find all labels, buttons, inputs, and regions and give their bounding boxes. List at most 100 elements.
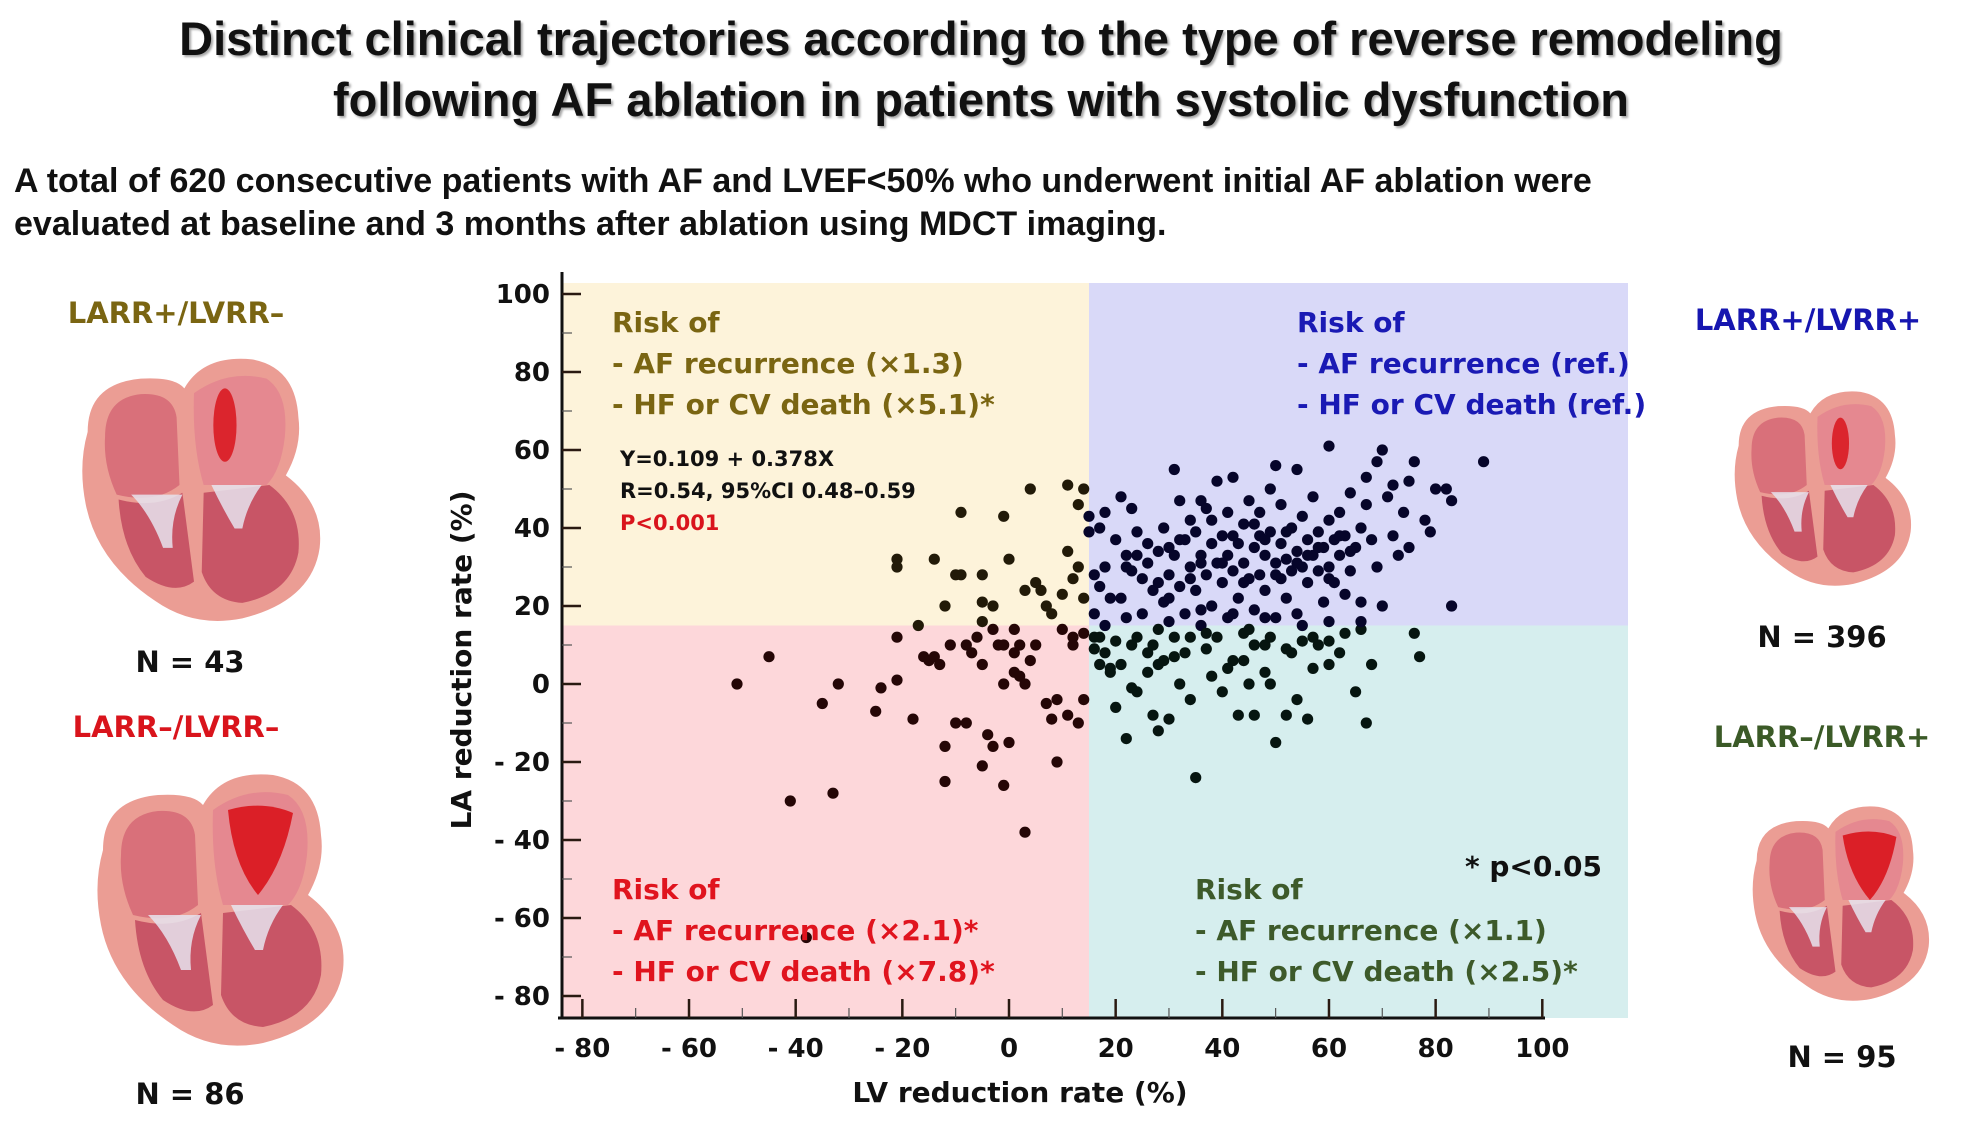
data-point [939,600,951,612]
data-point [1323,616,1335,628]
data-point [1248,604,1260,616]
data-point [1302,534,1314,546]
quadrant-top-left [562,283,1089,626]
data-point [1174,678,1186,690]
data-point [1019,584,1031,597]
y-tick-label: 0 [532,670,550,700]
data-point [1222,506,1234,518]
data-point [1024,655,1036,667]
quadrant-risk-text-bottom-right: - HF or CV death (×2.5)* [1195,955,1578,988]
data-point [1307,662,1319,675]
y-tick-label: - 40 [494,826,550,856]
data-point [1350,686,1362,698]
data-point [976,616,988,628]
heart-cross-section-icon [1710,365,1925,605]
jet-highlight [1842,831,1897,900]
data-point [1371,456,1383,468]
data-point [1360,471,1372,483]
x-tick-label: 20 [1098,1034,1134,1064]
data-point [1302,577,1314,589]
data-point [1222,549,1234,561]
data-point [1062,545,1074,558]
data-point [1094,631,1106,643]
group-count-larr-pos-lvrr-neg: N = 43 [135,645,245,679]
data-point [1227,530,1239,542]
quadrant-top-right [1088,283,1628,626]
data-point [1040,600,1052,612]
data-point [1291,557,1303,569]
data-point [987,740,999,753]
data-point [1291,608,1303,620]
data-point [1168,463,1180,476]
heart-cross-section-icon [1728,775,1943,1025]
data-point [1403,475,1415,487]
data-point [1046,713,1058,725]
data-point [1206,514,1218,526]
data-point [1131,631,1143,643]
y-tick-label: 100 [496,280,550,310]
data-point [1355,522,1367,534]
data-point [1083,510,1095,522]
data-point [1094,522,1106,534]
x-tick-label: 80 [1418,1034,1454,1064]
data-point [1184,573,1196,585]
data-point [998,779,1010,792]
data-point [1126,502,1138,515]
data-point [1280,592,1292,604]
study-description: A total of 620 consecutive patients with… [14,160,1914,246]
data-point [1174,534,1186,546]
data-point [1334,647,1346,659]
data-point [1323,573,1335,585]
data-point [1184,561,1196,573]
data-point [1206,538,1218,550]
data-point [1446,600,1458,612]
data-point [1270,736,1282,749]
data-point [1312,526,1324,538]
data-point [1056,588,1068,600]
data-point [1280,553,1292,565]
data-point [1286,565,1298,577]
data-point [1355,623,1367,636]
data-point [832,678,844,690]
data-point [1344,565,1356,577]
data-point [1366,658,1378,671]
data-point [1072,499,1084,511]
heart-cross-section-icon [48,755,378,1055]
data-point [1035,584,1047,597]
data-point [1040,697,1052,710]
data-point [1280,526,1292,538]
data-point [1094,580,1106,593]
data-point [1264,631,1276,643]
data-point [1270,612,1282,624]
y-tick-label: 80 [514,358,550,388]
data-point [976,760,988,772]
data-point [763,651,775,663]
data-point [1147,639,1159,651]
quadrant-risk-text-bottom-left: - AF recurrence (×2.1)* [612,914,979,947]
data-point [800,931,812,944]
data-point [1424,526,1436,538]
data-point [1195,557,1207,569]
data-point [1259,584,1271,597]
data-point [998,678,1010,690]
data-point [1318,596,1330,608]
data-point [1200,569,1212,581]
quadrant-risk-text-top-left: - HF or CV death (×5.1)* [612,388,995,421]
data-point [1216,557,1228,569]
data-point [1051,756,1063,768]
title-line-2: following AF ablation in patients with s… [332,73,1629,126]
data-point [987,600,999,612]
data-point [1099,561,1111,573]
data-point [1120,612,1132,624]
data-point [1216,577,1228,589]
data-point [1270,569,1282,581]
y-axis-title: LA reduction rate (%) [445,490,478,829]
quadrant-annotations: Risk of - AF recurrence (×1.3) - HF or CV … [612,306,1646,988]
data-point [1115,592,1127,604]
data-point [1408,627,1420,639]
data-point [1003,736,1015,749]
data-point [1216,686,1228,698]
data-point [1152,545,1164,558]
data-point [1131,549,1143,561]
